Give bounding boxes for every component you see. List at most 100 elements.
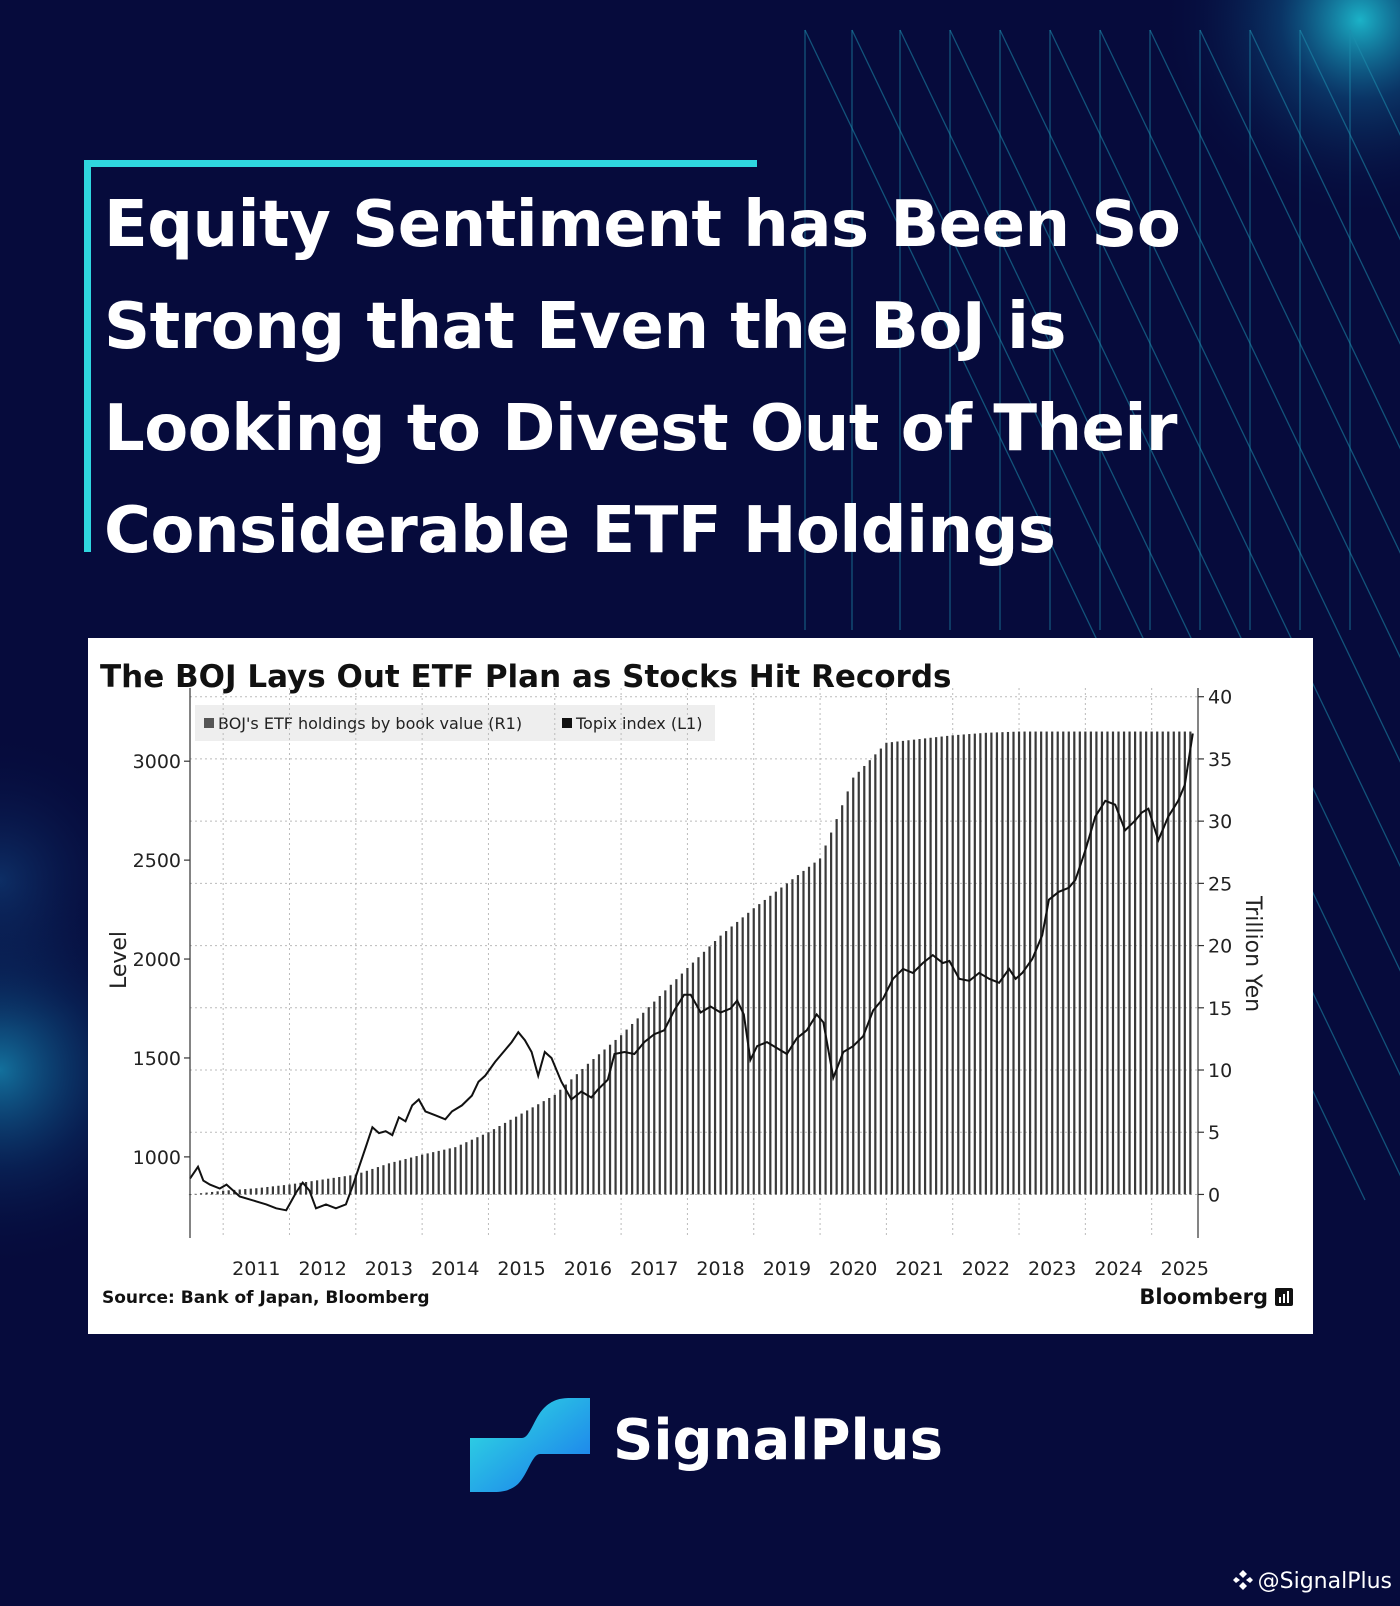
etf-bar — [354, 1174, 357, 1195]
legend-swatch-etf — [204, 718, 214, 728]
etf-bar — [818, 858, 822, 1195]
etf-bar — [1167, 731, 1170, 1195]
etf-bar — [244, 1189, 247, 1195]
right-axis-ticks: 0 5 10 15 20 25 30 35 40 — [1198, 687, 1232, 1206]
etf-bar — [586, 1063, 590, 1195]
watermark: @SignalPlus — [1232, 1569, 1392, 1594]
right-tick-label: 0 — [1208, 1184, 1220, 1206]
chart-source: Source: Bank of Japan, Bloomberg — [102, 1288, 430, 1308]
etf-bar — [1012, 731, 1015, 1195]
etf-bar — [376, 1167, 380, 1195]
etf-bar — [625, 1029, 628, 1195]
etf-bar — [758, 904, 761, 1195]
etf-bar — [1006, 731, 1010, 1195]
chart-card: The BOJ Lays Out ETF Plan as Stocks Hit … — [88, 638, 1313, 1334]
etf-bar — [708, 946, 711, 1195]
etf-bar — [509, 1119, 512, 1195]
x-tick-label: 2017 — [630, 1258, 678, 1280]
etf-bar — [421, 1154, 424, 1195]
etf-bar — [338, 1177, 341, 1195]
etf-bar — [1189, 731, 1192, 1195]
right-axis-label: Trillion Yen — [1240, 895, 1265, 1012]
etf-bar — [249, 1188, 252, 1195]
etf-bar — [1111, 731, 1115, 1195]
axes — [189, 688, 1199, 1238]
etf-bar — [1139, 731, 1142, 1195]
etf-bar — [1017, 731, 1021, 1195]
etf-bar — [603, 1049, 606, 1195]
x-tick-label: 2018 — [696, 1258, 744, 1280]
x-tick-label: 2015 — [497, 1258, 545, 1280]
etf-bar — [857, 771, 860, 1195]
etf-bar — [741, 917, 744, 1195]
etf-bar — [205, 1192, 208, 1195]
headline-frame — [84, 160, 1201, 552]
etf-bar — [570, 1079, 573, 1195]
etf-bar — [813, 862, 816, 1195]
etf-bar — [415, 1156, 418, 1195]
headline: Equity Sentiment has Been So Strong that… — [104, 188, 1181, 568]
etf-bar — [404, 1158, 407, 1195]
etf-bar — [841, 805, 844, 1195]
etf-bar — [780, 887, 783, 1195]
bg-diagonal-line — [1249, 29, 1400, 345]
etf-bar — [387, 1163, 391, 1195]
right-tick-label: 25 — [1208, 873, 1232, 895]
etf-bar — [631, 1023, 634, 1195]
x-tick-label: 2011 — [232, 1258, 280, 1280]
etf-bar — [537, 1104, 540, 1195]
right-tick-label: 10 — [1208, 1060, 1232, 1082]
legend-swatch-topix — [562, 718, 572, 728]
etf-bar — [199, 1193, 203, 1195]
etf-bar — [465, 1142, 468, 1195]
etf-bar — [642, 1012, 645, 1195]
etf-bar — [796, 875, 800, 1195]
etf-bar — [1023, 731, 1026, 1195]
etf-bar — [901, 740, 905, 1195]
etf-bar — [951, 735, 954, 1195]
etf-bar — [647, 1007, 650, 1195]
etf-bar — [852, 777, 855, 1195]
left-tick-label: 1000 — [133, 1147, 181, 1169]
left-axis-label: Level — [107, 931, 132, 989]
etf-bar — [785, 883, 789, 1195]
left-tick-label: 1500 — [133, 1048, 181, 1070]
etf-bar — [476, 1137, 479, 1195]
etf-bar — [448, 1148, 451, 1195]
etf-bar — [409, 1157, 413, 1195]
etf-bar — [608, 1044, 612, 1195]
etf-bar — [316, 1180, 319, 1195]
etf-bar — [216, 1191, 219, 1195]
etf-bar — [653, 1001, 656, 1195]
etf-bar — [321, 1179, 324, 1195]
etf-bar — [725, 931, 728, 1195]
etf-bar — [398, 1160, 402, 1195]
etf-bar — [266, 1186, 269, 1195]
etf-bar — [227, 1190, 230, 1195]
etf-bar — [1150, 731, 1153, 1195]
etf-bar — [968, 734, 971, 1195]
x-tick-label: 2021 — [895, 1258, 943, 1280]
etf-bar — [807, 866, 811, 1195]
etf-bar — [912, 739, 916, 1195]
etf-bar — [824, 845, 827, 1195]
etf-bar — [360, 1172, 363, 1195]
etf-bar — [255, 1188, 258, 1195]
signalplus-wave-logo-icon — [470, 1398, 590, 1492]
etf-bar — [702, 951, 706, 1195]
etf-bar — [658, 995, 661, 1195]
etf-bar — [896, 741, 899, 1195]
etf-bar — [299, 1182, 302, 1195]
etf-bar — [1062, 731, 1065, 1195]
etf-bar — [835, 819, 838, 1195]
etf-bar — [890, 742, 894, 1195]
etf-bar — [1034, 731, 1037, 1195]
etf-bar — [1040, 731, 1043, 1195]
etf-bar — [774, 891, 777, 1195]
etf-bar — [592, 1059, 595, 1195]
etf-bar — [222, 1190, 225, 1195]
bg-diagonal-line — [899, 29, 1400, 1077]
etf-bar — [1117, 731, 1120, 1195]
etf-bar — [691, 962, 695, 1195]
bg-diagonal-line — [999, 29, 1400, 868]
